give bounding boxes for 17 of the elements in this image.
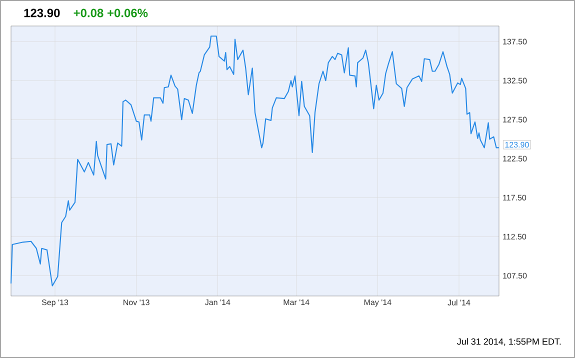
- x-tick-label: Jul '14: [448, 300, 470, 306]
- x-tick-label: Mar '14: [284, 300, 310, 306]
- chart-subtitle: +0.08 +0.06%: [74, 8, 148, 18]
- y-tick-label: 137.50: [503, 38, 527, 44]
- y-tick-label: 127.50: [503, 116, 527, 122]
- y-tick-label: 132.50: [503, 78, 527, 84]
- x-tick-label: May '14: [364, 300, 392, 307]
- x-tick-label: Jan '14: [205, 300, 230, 306]
- x-tick-label: Nov '13: [124, 300, 150, 306]
- chart-title: 123.90: [24, 8, 60, 18]
- y-tick-label: 117.50: [503, 194, 526, 200]
- text: Jul 31 2014, 1:55PM EDT.: [457, 338, 561, 346]
- y-tick-label: 107.50: [503, 272, 527, 279]
- y-tick-label: 112.50: [503, 234, 526, 240]
- x-tick-label: Sep '13: [42, 300, 68, 307]
- annotation: 123.90: [505, 142, 529, 148]
- y-tick-label: 122.50: [503, 156, 527, 162]
